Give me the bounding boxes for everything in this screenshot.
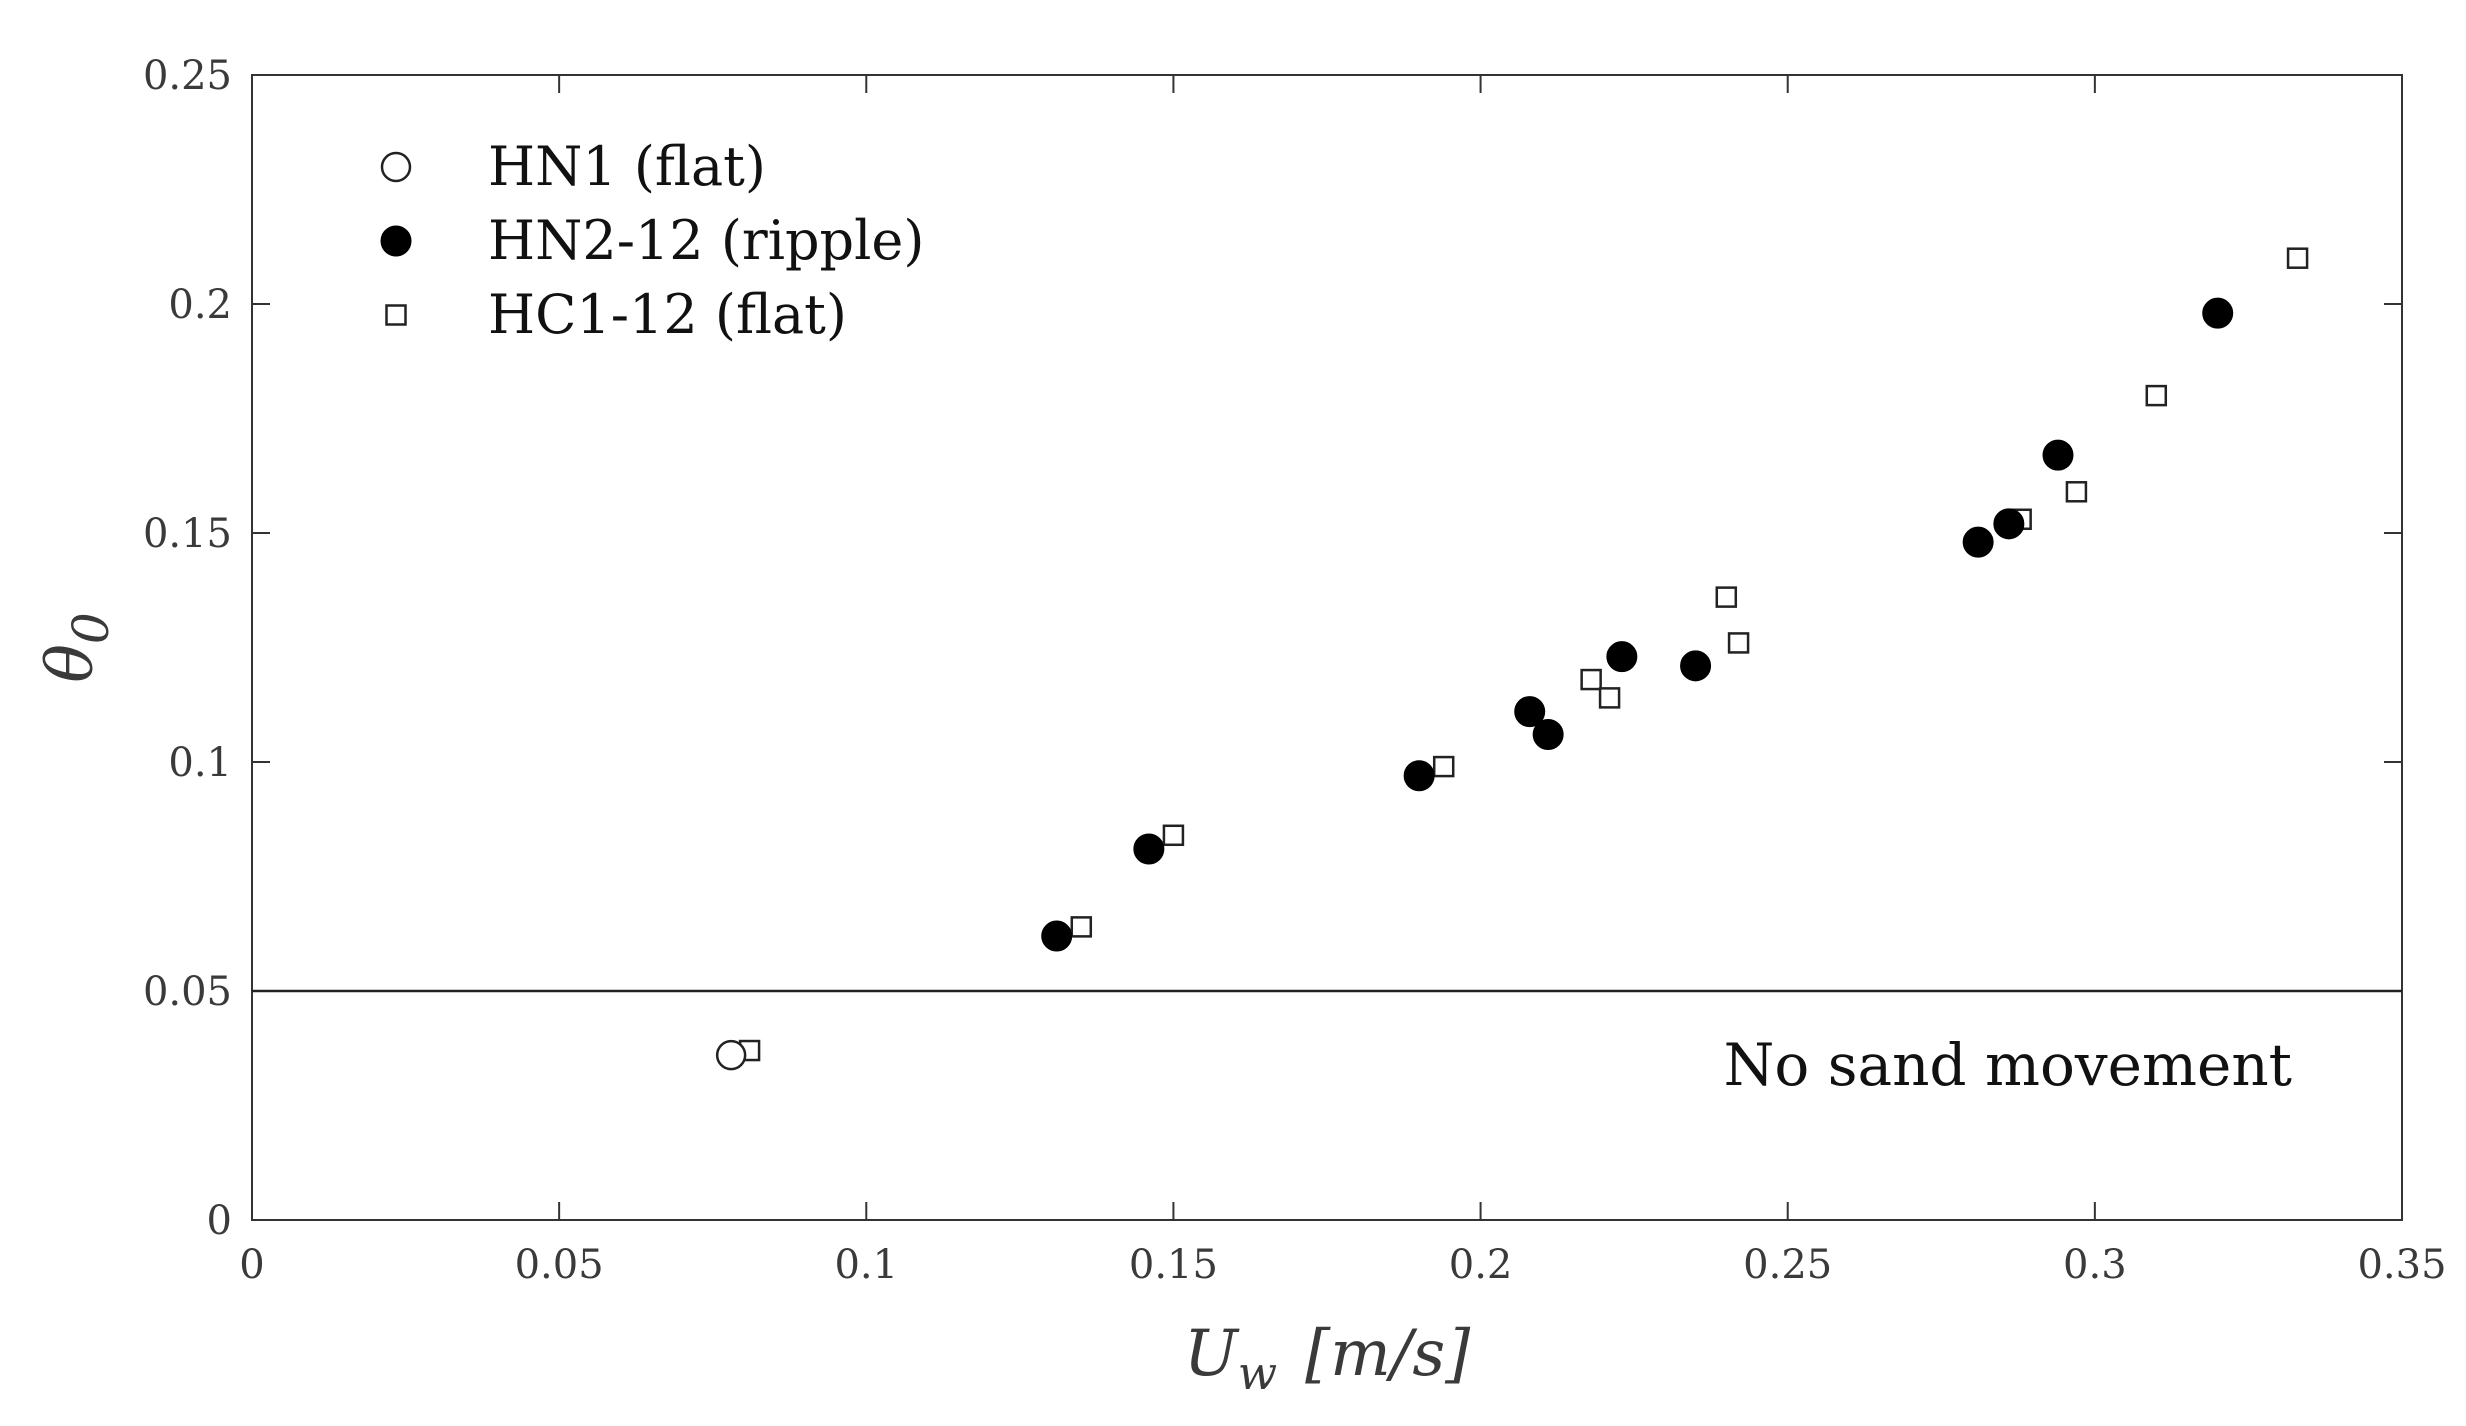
- data-point-series-2: [2042, 439, 2074, 471]
- legend-marker: [385, 304, 407, 326]
- x-tick-label: 0.35: [2357, 1242, 2446, 1288]
- data-point-series-3: [1162, 824, 1185, 847]
- legend-label: HN2-12 (ripple): [488, 209, 924, 272]
- legend: HN1 (flat) HN2-12 (ripple) HC1-12 (flat): [380, 135, 924, 346]
- data-point-series-3: [2065, 481, 2088, 503]
- legend-label: HC1-12 (flat): [488, 283, 847, 346]
- data-point-series-1: [715, 1039, 747, 1071]
- y-tick-label: 0.05: [143, 969, 232, 1015]
- data-point-series-2: [1133, 833, 1165, 865]
- data-point-series-3: [1715, 586, 1738, 608]
- plot-frame: [251, 74, 2403, 1221]
- data-point-series-3: [1727, 632, 1750, 654]
- data-points: [715, 247, 2309, 1071]
- data-point-series-3: [2145, 384, 2168, 407]
- x-tick-label: 0.25: [1743, 1242, 1832, 1288]
- x-axis-label: Uw [m/s]: [1184, 1317, 1471, 1400]
- y-tick-label: 0: [207, 1198, 232, 1244]
- y-tick-label: 0.25: [143, 53, 232, 99]
- data-point-series-3: [1070, 916, 1093, 938]
- data-point-series-2: [1041, 920, 1073, 952]
- x-tick-label: 0.05: [515, 1242, 604, 1288]
- x-tick-label: 0: [239, 1242, 264, 1288]
- data-point-series-2: [1403, 760, 1435, 792]
- x-tick-label: 0.1: [834, 1242, 898, 1288]
- data-point-series-3: [1580, 668, 1602, 691]
- x-tick-label: 0.15: [1129, 1242, 1218, 1288]
- threshold-label: No sand movement: [1724, 1031, 2292, 1099]
- x-tick-label: 0.3: [2063, 1242, 2127, 1288]
- y-tick-label: 0.2: [168, 282, 232, 328]
- data-point-series-2: [1993, 508, 2025, 540]
- data-point-series-3: [2286, 247, 2309, 269]
- data-point-series-3: [1432, 755, 1455, 778]
- data-point-series-2: [1962, 526, 1994, 558]
- y-axis-ticks: 0 0.05 0.1 0.15 0.2 0.25: [143, 53, 2402, 1244]
- y-axis-label-text: θ0: [34, 612, 120, 682]
- data-point-series-2: [2202, 297, 2234, 329]
- y-axis-label: θ0: [34, 612, 120, 682]
- data-point-series-2: [1680, 650, 1712, 682]
- legend-marker: [380, 151, 412, 183]
- y-tick-label: 0.15: [143, 511, 232, 557]
- data-point-series-2: [1606, 641, 1638, 673]
- x-tick-label: 0.2: [1449, 1242, 1513, 1288]
- data-point-series-3: [1598, 687, 1621, 709]
- data-point-series-2: [1532, 719, 1564, 751]
- x-axis-label-text: Uw [m/s]: [1184, 1317, 1471, 1400]
- x-axis-ticks: 0 0.05 0.1 0.15 0.2 0.25 0.3 0.35: [239, 75, 2447, 1288]
- legend-marker: [380, 225, 412, 257]
- data-point-series-2: [1514, 696, 1546, 728]
- y-tick-label: 0.1: [168, 740, 232, 786]
- legend-label: HN1 (flat): [488, 135, 766, 198]
